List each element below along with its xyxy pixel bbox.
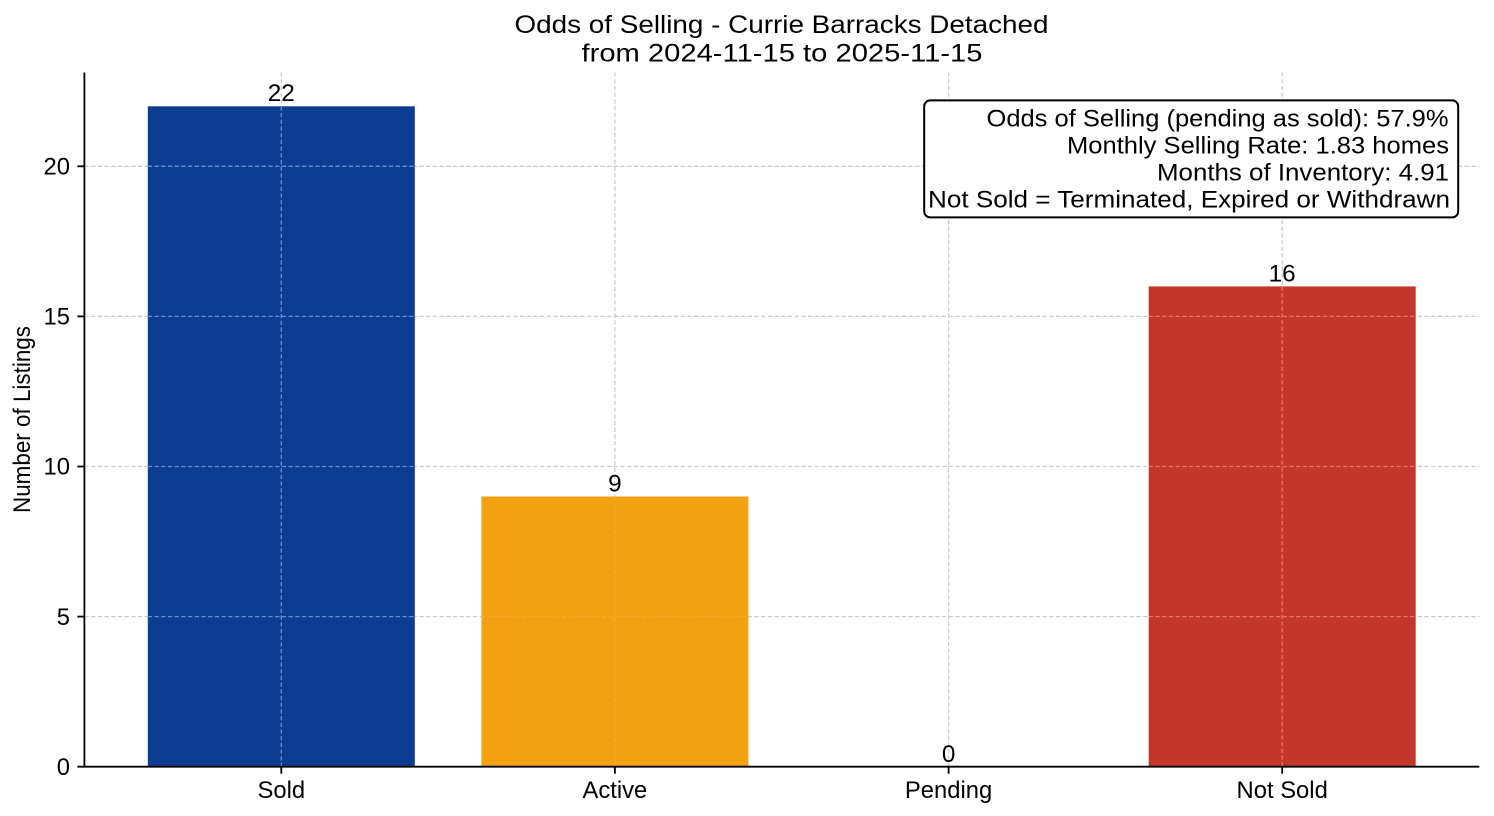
svg-text:Monthly Selling Rate: 1.83 hom: Monthly Selling Rate: 1.83 homes (1067, 133, 1449, 160)
svg-text:Odds of Selling - Currie Barra: Odds of Selling - Currie Barracks Detach… (515, 12, 1049, 39)
svg-text:15: 15 (44, 304, 70, 331)
svg-text:Sold: Sold (257, 777, 305, 804)
svg-text:Active: Active (582, 777, 647, 804)
svg-text:Odds of Selling (pending as so: Odds of Selling (pending as sold): 57.9% (987, 106, 1449, 133)
svg-text:20: 20 (44, 154, 70, 181)
svg-text:10: 10 (44, 454, 70, 481)
svg-text:0: 0 (942, 741, 956, 768)
svg-text:Pending: Pending (905, 777, 992, 804)
svg-text:Not Sold: Not Sold (1237, 777, 1328, 804)
svg-text:22: 22 (268, 80, 295, 107)
svg-text:from 2024-11-15 to 2025-11-15: from 2024-11-15 to 2025-11-15 (582, 40, 983, 67)
svg-text:0: 0 (57, 754, 70, 781)
svg-text:Months of Inventory: 4.91: Months of Inventory: 4.91 (1157, 159, 1449, 186)
svg-text:Not Sold = Terminated, Expired: Not Sold = Terminated, Expired or Withdr… (928, 186, 1450, 213)
svg-text:9: 9 (608, 471, 622, 498)
svg-text:5: 5 (57, 604, 70, 631)
svg-text:Number of Listings: Number of Listings (9, 326, 36, 513)
svg-text:16: 16 (1269, 261, 1296, 288)
